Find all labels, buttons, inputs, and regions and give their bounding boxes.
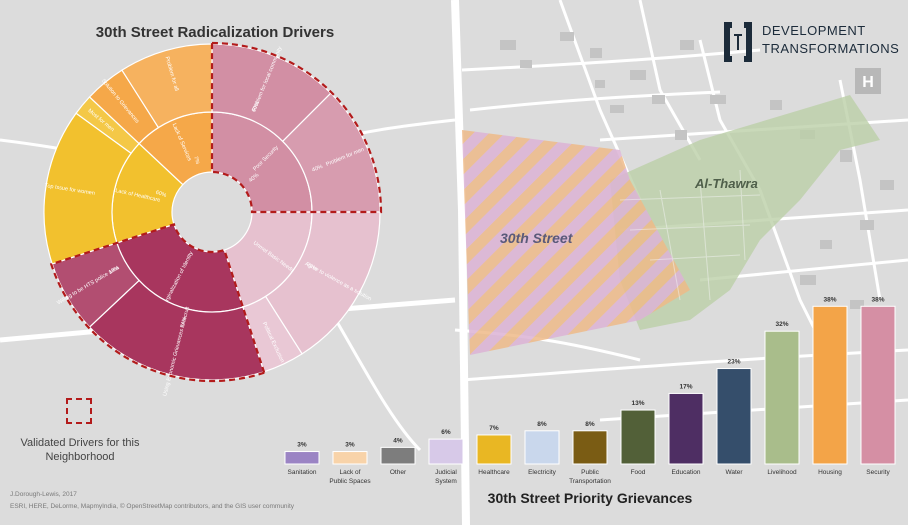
bar (380, 446, 416, 465)
credit-sources: ESRI, HERE, DeLorme, MapmyIndia, © OpenS… (10, 503, 295, 510)
credit-author: J.Dorough-Lewis, 2017 (10, 491, 77, 498)
sunburst-outer-pct: 78% (305, 262, 318, 273)
logo-line-1: DEVELOPMENT (762, 23, 866, 38)
logo-mark-icon (724, 22, 752, 62)
bar-value-label: 6% (441, 429, 451, 436)
bar-value-label: 38% (823, 296, 836, 303)
bar-value-label: 8% (537, 421, 547, 428)
bar (860, 305, 896, 465)
bar (428, 438, 464, 465)
sunburst-inner-pct: 60% (155, 190, 167, 199)
bar-value-label: 7% (489, 425, 499, 432)
bar-value-label: 32% (775, 321, 788, 328)
bar-value-label: 8% (585, 421, 595, 428)
bar-category-label: Food (631, 469, 646, 476)
validated-legend-text: Validated Drivers for this Neighborhood (20, 437, 140, 463)
bar-category-label: Transportation (569, 478, 611, 485)
bar-value-label: 13% (631, 400, 644, 407)
bar (524, 430, 560, 465)
validated-outline-security (210, 41, 383, 214)
bar-category-label: Public (581, 469, 599, 476)
bar-category-label: Water (725, 469, 743, 476)
bar (332, 451, 368, 465)
bar-category-label: Other (390, 469, 407, 476)
bar (620, 409, 656, 465)
bar (668, 392, 704, 465)
bar-category-label: Judicial (435, 469, 457, 476)
bar-value-label: 3% (345, 442, 355, 449)
sunburst-outer-pct: 19% (108, 265, 121, 276)
bar-category-label: Healthcare (478, 469, 510, 476)
sunburst-inner-pct: 7% (192, 156, 200, 165)
street-area-label: 30th Street (500, 230, 573, 246)
bar-category-label: Livelihood (767, 469, 797, 476)
bar-value-label: 17% (679, 383, 692, 390)
bar (716, 368, 752, 465)
validated-outline-economic (49, 222, 266, 383)
bar-category-label: Lack of (340, 469, 361, 476)
bar (572, 430, 608, 465)
bar-value-label: 4% (393, 437, 403, 444)
bar-category-label: Public Spaces (329, 478, 371, 485)
logo: DEVELOPMENT TRANSFORMATIONS (720, 20, 900, 64)
validated-legend-swatch (66, 398, 92, 424)
svg-text:H: H (862, 74, 874, 91)
bar-category-label: System (435, 478, 457, 485)
bar (476, 434, 512, 465)
bar-category-label: Education (672, 469, 701, 476)
logo-line-2: TRANSFORMATIONS (762, 41, 900, 56)
bar-value-label: 3% (297, 442, 307, 449)
bar (764, 330, 800, 465)
sunburst-inner-pct-top: 40% (248, 172, 260, 184)
sunburst-outer-pct: 60% (251, 101, 261, 114)
bars-title: 30th Street Priority Grievances (487, 490, 693, 506)
bar-value-label: 38% (871, 296, 884, 303)
bar (284, 451, 320, 465)
bar-category-label: Security (866, 469, 890, 476)
bar-category-label: Housing (818, 469, 842, 476)
sunburst-title: 30th Street Radicalization Drivers (95, 24, 335, 41)
bar (812, 305, 848, 465)
bar-value-label: 23% (727, 359, 740, 366)
sunburst-outer-pct: 40% (311, 164, 324, 174)
sunburst-outer-pct: 74% (180, 316, 189, 328)
bar-category-label: Sanitation (288, 469, 317, 476)
thawra-area-label: Al-Thawra (695, 176, 758, 191)
bar-category-label: Electricity (528, 469, 557, 476)
